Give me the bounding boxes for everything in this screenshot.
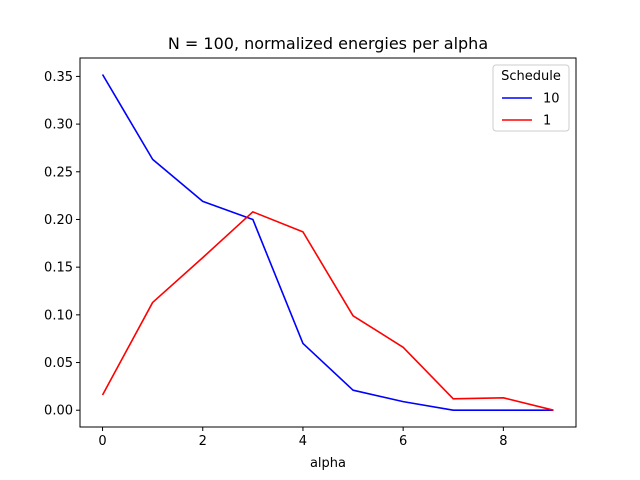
y-tick-label: 0.20	[44, 213, 73, 228]
y-tick-label: 0.35	[44, 70, 73, 85]
y-tick-label: 0.25	[44, 165, 73, 180]
y-tick-label: 0.10	[44, 308, 73, 323]
axes-frame	[79, 57, 577, 428]
series-line-10	[101, 74, 554, 412]
legend-label-1: 1	[543, 114, 551, 129]
x-tick-label: 2	[199, 434, 207, 449]
y-axis: 0.00 0.05 0.10 0.15 0.20 0.25 0.30 0.35	[44, 70, 80, 419]
legend-title: Schedule	[501, 69, 561, 84]
y-tick-label: 0.30	[44, 118, 73, 133]
x-axis-label: alpha	[310, 456, 346, 471]
chart-title: N = 100, normalized energies per alpha	[168, 34, 488, 53]
legend-label-10: 10	[543, 92, 560, 107]
x-tick-label: 4	[299, 434, 307, 449]
series-line-1	[101, 211, 554, 411]
x-tick-label: 0	[98, 434, 106, 449]
y-tick-label: 0.05	[44, 356, 73, 371]
x-axis: 0 2 4 6 8	[98, 427, 507, 449]
y-tick-label: 0.00	[44, 404, 73, 419]
y-tick-label: 0.15	[44, 261, 73, 276]
x-tick-label: 6	[399, 434, 407, 449]
legend: Schedule 10 1	[492, 64, 570, 132]
x-tick-label: 8	[499, 434, 507, 449]
